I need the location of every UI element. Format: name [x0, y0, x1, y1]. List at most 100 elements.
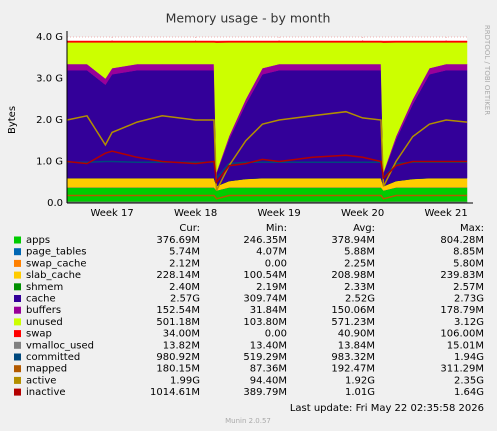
- y-tick-label: 4.0 G: [36, 32, 63, 43]
- legend-swatch: [14, 236, 21, 244]
- legend-value: 180.15M: [156, 364, 200, 375]
- legend-value: 103.80M: [243, 317, 287, 328]
- legend-value: 2.12M: [169, 258, 200, 269]
- legend-value: 87.36M: [250, 364, 287, 375]
- legend-value: 2.57M: [453, 282, 484, 293]
- legend-value: 980.92M: [156, 352, 200, 363]
- legend-value: 2.40M: [169, 282, 200, 293]
- chart-title: Memory usage - by month: [166, 11, 331, 26]
- legend-value: 13.82M: [163, 340, 200, 351]
- legend-value: 4.07M: [256, 247, 287, 258]
- legend-value: 389.79M: [243, 387, 287, 398]
- legend-label: cache: [26, 294, 56, 305]
- legend-value: 2.52G: [345, 294, 375, 305]
- legend-value: 1.92G: [345, 375, 375, 386]
- legend-value: 519.29M: [243, 352, 287, 363]
- legend-swatch: [14, 248, 21, 256]
- legend-value: 94.40M: [250, 375, 287, 386]
- legend-value: 178.79M: [440, 305, 484, 316]
- x-tick-label: Week 18: [174, 208, 217, 219]
- legend-value: 100.54M: [243, 270, 287, 281]
- x-tick-label: Week 17: [90, 208, 133, 219]
- legend-swatch: [14, 376, 21, 384]
- x-tick-label: Week 21: [424, 208, 467, 219]
- legend-value: 15.01M: [447, 340, 484, 351]
- legend-swatch: [14, 283, 21, 291]
- legend-value: 309.74M: [243, 294, 287, 305]
- legend-value: 40.90M: [338, 329, 375, 340]
- legend-header: Avg:: [353, 223, 375, 234]
- legend-value: 2.33M: [344, 282, 375, 293]
- legend-value: 5.88M: [344, 247, 375, 258]
- legend-value: 1.99G: [170, 375, 200, 386]
- legend-value: 34.00M: [163, 329, 200, 340]
- side-note: RRDTOOL / TOBI OETIKER: [483, 25, 491, 115]
- y-tick-label: 1.0 G: [36, 157, 63, 168]
- y-tick-label: 3.0 G: [36, 74, 63, 85]
- legend-label: buffers: [26, 305, 61, 316]
- legend-value: 2.19M: [256, 282, 287, 293]
- legend-swatch: [14, 330, 21, 338]
- legend-value: 239.83M: [440, 270, 484, 281]
- line: [66, 150, 467, 185]
- legend-swatch: [14, 353, 21, 361]
- legend-label: slab_cache: [26, 270, 81, 281]
- legend-value: 1.94G: [454, 352, 484, 363]
- legend-value: 3.12G: [454, 317, 484, 328]
- legend-label: inactive: [26, 387, 66, 398]
- legend-value: 13.84M: [338, 340, 375, 351]
- legend-value: 501.18M: [156, 317, 200, 328]
- legend-value: 804.28M: [440, 235, 484, 246]
- legend-value: 5.80M: [453, 258, 484, 269]
- y-tick-label: 2.0 G: [36, 115, 63, 126]
- line: [67, 194, 467, 200]
- line: [66, 110, 468, 191]
- legend-header: Cur:: [179, 223, 200, 234]
- legend-header: Min:: [266, 223, 287, 234]
- x-tick-label: Week 20: [341, 208, 384, 219]
- legend-value: 2.25M: [344, 258, 375, 269]
- area: [66, 40, 468, 43]
- legend-value: 311.29M: [440, 364, 484, 375]
- legend-label: mapped: [26, 364, 67, 375]
- last-update: Last update: Fri May 22 02:35:58 2026: [290, 403, 484, 414]
- legend-value: 378.94M: [331, 235, 375, 246]
- line: [67, 160, 467, 180]
- legend-header: Max:: [460, 223, 484, 234]
- legend-value: 106.00M: [440, 329, 484, 340]
- legend-value: 983.32M: [331, 352, 375, 363]
- legend-value: 571.23M: [331, 317, 375, 328]
- legend-swatch: [14, 295, 21, 302]
- legend-value: 0.00: [265, 329, 287, 340]
- legend-value: 13.40M: [250, 340, 287, 351]
- legend-label: active: [26, 375, 56, 386]
- legend-value: 228.14M: [156, 270, 200, 281]
- legend-value: 1.64G: [454, 387, 484, 398]
- legend-value: 5.74M: [169, 247, 200, 258]
- y-tick-label: 0.0: [47, 198, 63, 209]
- legend-value: 1.01G: [345, 387, 375, 398]
- legend-value: 1014.61M: [150, 387, 200, 398]
- legend-value: 376.69M: [156, 235, 200, 246]
- legend-swatch: [14, 259, 21, 267]
- legend-value: 2.57G: [170, 294, 200, 305]
- legend-value: 31.84M: [250, 305, 287, 316]
- legend-swatch: [14, 306, 21, 314]
- legend-swatch: [14, 388, 21, 396]
- legend-label: committed: [26, 352, 80, 363]
- legend-swatch: [14, 271, 21, 279]
- legend-value: 192.47M: [331, 364, 375, 375]
- legend-label: unused: [26, 317, 63, 328]
- legend-label: swap: [26, 329, 52, 340]
- legend-label: swap_cache: [26, 258, 86, 269]
- footer: Munin 2.0.57: [225, 417, 271, 425]
- legend-value: 0.00: [265, 258, 287, 269]
- legend-swatch: [14, 318, 21, 326]
- legend-value: 2.73G: [454, 294, 484, 305]
- legend-value: 152.54M: [156, 305, 200, 316]
- legend-value: 2.35G: [454, 375, 484, 386]
- y-axis-label: Bytes: [7, 106, 18, 134]
- legend-value: 208.98M: [331, 270, 375, 281]
- legend-label: vmalloc_used: [26, 340, 94, 351]
